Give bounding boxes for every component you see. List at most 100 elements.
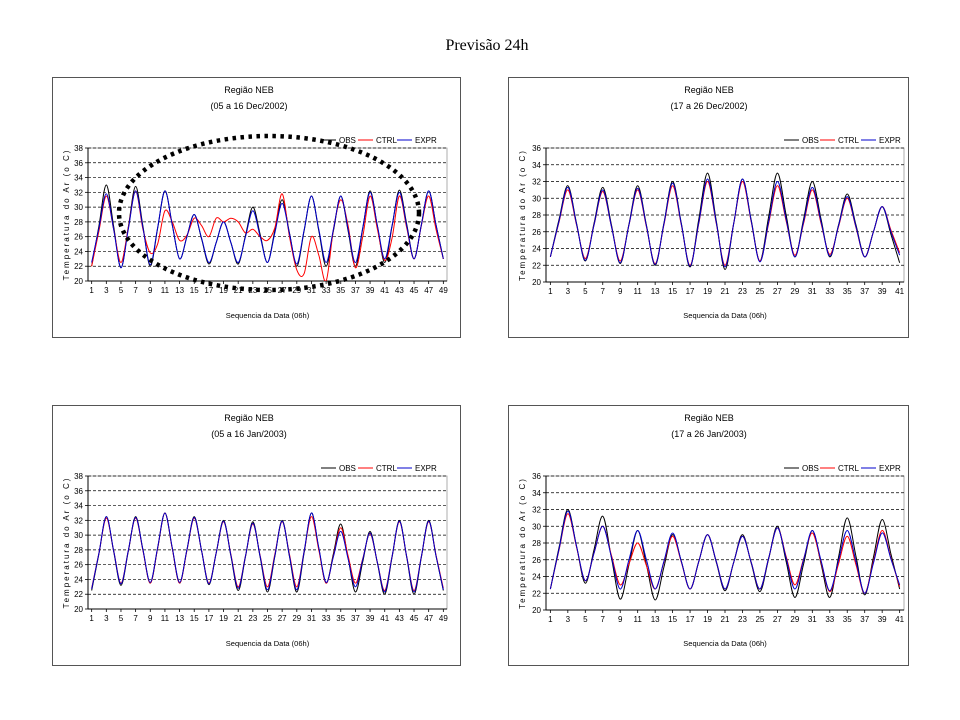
x-tick-label: 17: [204, 614, 213, 623]
x-tick-label: 19: [703, 615, 712, 624]
legend-label-obs: OBS: [802, 464, 819, 473]
legend-label-expr: EXPR: [415, 136, 437, 145]
x-tick-label: 41: [895, 287, 904, 296]
x-tick-label: 19: [219, 286, 228, 295]
x-tick-label: 31: [307, 286, 316, 295]
x-tick-label: 15: [668, 287, 677, 296]
y-tick-label: 32: [74, 516, 83, 525]
x-tick-label: 15: [190, 286, 199, 295]
x-tick-label: 33: [825, 287, 834, 296]
y-tick-label: 24: [74, 247, 83, 256]
x-tick-label: 3: [104, 614, 109, 623]
x-tick-label: 37: [351, 614, 360, 623]
x-tick-label: 13: [175, 286, 184, 295]
y-tick-label: 22: [74, 590, 83, 599]
x-tick-label: 37: [860, 287, 869, 296]
x-tick-label: 27: [773, 615, 782, 624]
x-tick-label: 47: [424, 286, 433, 295]
y-tick-label: 30: [74, 531, 83, 540]
x-tick-label: 39: [366, 286, 375, 295]
x-tick-label: 37: [860, 615, 869, 624]
plot-area: [545, 147, 905, 283]
x-tick-label: 5: [119, 286, 124, 295]
x-tick-label: 3: [104, 286, 109, 295]
legend-label-expr: EXPR: [879, 464, 901, 473]
x-tick-label: 13: [651, 287, 660, 296]
x-tick-label: 17: [204, 286, 213, 295]
x-tick-label: 39: [878, 287, 887, 296]
x-axis-title: Sequencia da Data (06h): [683, 639, 767, 648]
x-tick-label: 27: [278, 614, 287, 623]
x-axis-title: Sequencia da Data (06h): [226, 311, 310, 320]
legend-label-expr: EXPR: [879, 136, 901, 145]
series-line-expr: [549, 178, 901, 268]
legend-label-ctrl: CTRL: [376, 464, 397, 473]
x-tick-label: 21: [234, 614, 243, 623]
x-tick-label: 37: [351, 286, 360, 295]
x-tick-label: 27: [773, 287, 782, 296]
x-tick-label: 19: [219, 614, 228, 623]
x-tick-label: 49: [439, 614, 448, 623]
y-tick-label: 34: [74, 502, 83, 511]
y-tick-label: 24: [532, 573, 541, 582]
y-tick-label: 20: [532, 606, 541, 615]
legend-label-obs: OBS: [802, 136, 819, 145]
y-tick-label: 36: [74, 487, 83, 496]
chart-title: Região NEB: [224, 85, 274, 95]
x-tick-label: 43: [395, 614, 404, 623]
y-tick-label: 26: [532, 556, 541, 565]
y-tick-label: 36: [532, 472, 541, 481]
y-tick-label: 30: [532, 522, 541, 531]
x-tick-label: 47: [424, 614, 433, 623]
x-tick-label: 33: [322, 614, 331, 623]
x-tick-label: 13: [175, 614, 184, 623]
x-tick-label: 13: [651, 615, 660, 624]
y-tick-label: 36: [74, 159, 83, 168]
y-tick-label: 28: [74, 546, 83, 555]
x-tick-label: 35: [336, 286, 345, 295]
y-tick-label: 28: [74, 218, 83, 227]
series-group: [549, 508, 901, 601]
x-tick-label: 7: [133, 286, 138, 295]
x-tick-label: 39: [366, 614, 375, 623]
x-tick-label: 17: [686, 287, 695, 296]
chart-subtitle: (05 a 16 Jan/2003): [211, 429, 287, 439]
x-tick-label: 9: [148, 614, 153, 623]
x-tick-label: 17: [686, 615, 695, 624]
x-tick-label: 41: [380, 614, 389, 623]
x-tick-label: 25: [755, 615, 764, 624]
y-tick-label: 34: [74, 174, 83, 183]
x-tick-label: 11: [161, 614, 170, 623]
y-tick-label: 38: [74, 144, 83, 153]
x-tick-label: 11: [161, 286, 170, 295]
x-tick-label: 21: [721, 615, 730, 624]
x-tick-label: 19: [703, 287, 712, 296]
y-axis-title: Temperatura do Ar (o C): [518, 477, 527, 609]
chart-subtitle: (17 a 26 Jan/2003): [671, 429, 747, 439]
legend-label-obs: OBS: [339, 136, 356, 145]
y-tick-label: 34: [532, 489, 541, 498]
x-tick-label: 49: [439, 286, 448, 295]
y-tick-label: 24: [532, 245, 541, 254]
chart-panel-3: 20 22 24 26 28 30 32 34 36 38 1 3 5 7 9 11 13 15 17 19 21 23 2…: [52, 405, 461, 666]
x-tick-label: 21: [234, 286, 243, 295]
series-line-expr: [91, 512, 444, 593]
x-tick-label: 7: [601, 615, 606, 624]
x-tick-label: 35: [336, 614, 345, 623]
x-tick-label: 39: [878, 615, 887, 624]
y-tick-label: 32: [532, 178, 541, 187]
chart-title: Região NEB: [684, 413, 734, 423]
x-tick-label: 1: [89, 286, 94, 295]
chart-panel-1: 20 22 24 26 28 30 32 34 36 38 1 3 5 7 9 11 13 15 17 19 21 23 2…: [52, 77, 461, 338]
series-group: [91, 184, 444, 281]
x-axis-title: Sequencia da Data (06h): [226, 639, 310, 648]
y-tick-label: 28: [532, 539, 541, 548]
x-tick-label: 35: [843, 615, 852, 624]
x-tick-label: 31: [808, 287, 817, 296]
x-tick-label: 5: [583, 287, 588, 296]
series-line-expr: [549, 510, 901, 594]
y-tick-label: 26: [74, 561, 83, 570]
x-tick-label: 9: [618, 615, 623, 624]
